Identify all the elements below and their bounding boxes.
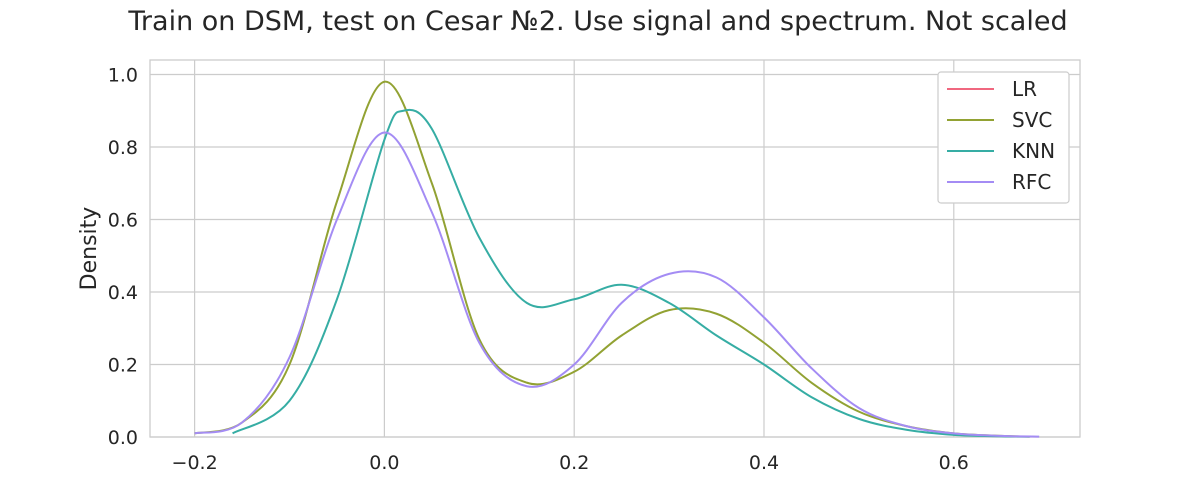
legend[interactable]: LR SVC KNN RFC (937, 71, 1070, 204)
legend-label-knn: KNN (1012, 139, 1055, 163)
legend-label-lr: LR (1012, 77, 1037, 101)
x-tick-label: 0.0 (369, 452, 399, 474)
x-tick-label: 0.6 (939, 452, 969, 474)
x-tick-label: 0.4 (749, 452, 779, 474)
tick-labels: −0.2 0.0 0.2 0.4 0.6 0.0 0.2 0.4 0.6 0.8 1.0 (108, 65, 969, 475)
y-tick-label: 1.0 (108, 65, 138, 87)
series-line-knn (232, 108, 1030, 438)
series-line-rfc (194, 131, 1040, 438)
series-layer (194, 80, 1040, 438)
y-tick-label: 0.8 (108, 137, 138, 159)
x-tick-label: −0.2 (172, 452, 218, 474)
chart-title: Train on DSM, test on Cesar №2. Use sign… (127, 6, 1067, 37)
series-line-svc (194, 80, 1030, 438)
legend-label-rfc: RFC (1012, 170, 1051, 194)
legend-box (937, 71, 1070, 204)
legend-label-svc: SVC (1012, 108, 1052, 132)
x-tick-label: 0.2 (559, 452, 589, 474)
y-tick-label: 0.0 (108, 427, 138, 449)
y-tick-label: 0.6 (108, 210, 138, 232)
y-tick-label: 0.4 (108, 282, 138, 304)
y-axis-label: Density (77, 207, 102, 291)
y-tick-label: 0.2 (108, 355, 138, 377)
plot-frame (149, 59, 1081, 438)
